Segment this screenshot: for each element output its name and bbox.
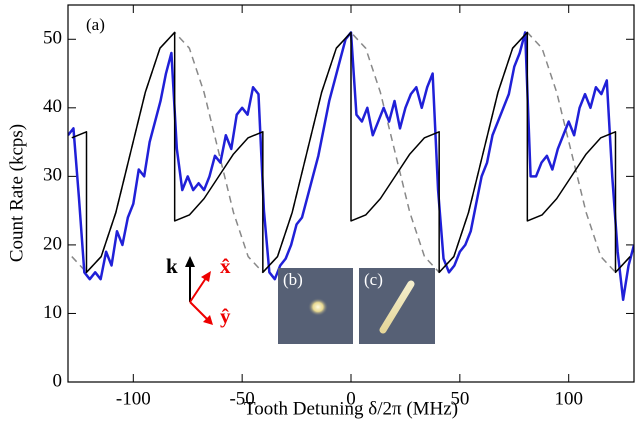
arrow-head: [203, 315, 213, 325]
y-axis-label: Count Rate (kcps): [6, 124, 27, 262]
inset-b: (b): [278, 268, 353, 344]
annotation: x̂: [220, 254, 231, 278]
y-tick-label: 20: [43, 233, 62, 254]
arrow: [189, 301, 208, 320]
y-tick-label: 10: [43, 302, 62, 323]
arrow-head: [185, 256, 195, 267]
arrow: [189, 277, 207, 303]
x-tick-label: 50: [450, 388, 469, 409]
annotation: ŷ: [220, 304, 231, 328]
data-line: [71, 31, 631, 274]
x-tick-label: 0: [346, 388, 356, 409]
inset-c: (c): [359, 268, 435, 344]
x-axis-label: Tooth Detuning δ/2π (MHz): [244, 398, 458, 419]
annotation: k: [166, 254, 178, 278]
x-tick-label: -100: [116, 388, 151, 409]
inset-spot: [308, 298, 328, 316]
y-tick-label: 40: [43, 96, 62, 117]
inset-spot: [379, 280, 415, 334]
x-tick-label: -50: [229, 388, 254, 409]
annotation: (b): [283, 270, 303, 289]
axes-diagram: k x̂ ŷ: [166, 254, 231, 328]
plot-area: 0 10 20 30 40 50 -100 -50 0 50 100: [43, 4, 635, 409]
annotation: (a): [86, 15, 105, 34]
y-tick-label: 50: [43, 28, 62, 49]
y-tick-label: 0: [53, 370, 63, 391]
plot-frame: [67, 4, 635, 383]
y-tick-label: 30: [43, 165, 62, 186]
annotation: (c): [364, 270, 383, 289]
x-tick-label: 100: [554, 388, 583, 409]
arrow-head: [201, 271, 211, 282]
